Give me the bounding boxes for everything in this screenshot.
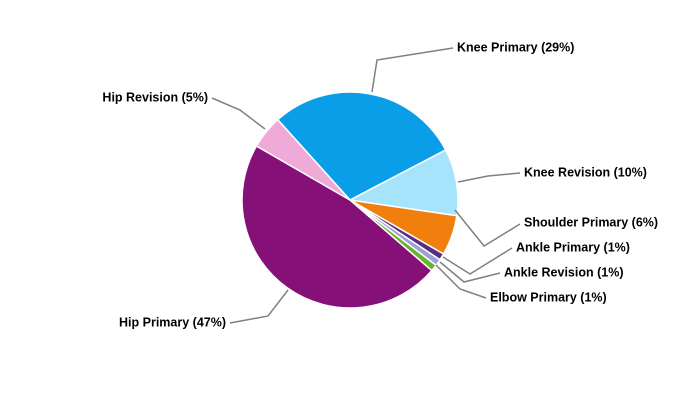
leader-line: [371, 47, 454, 93]
slice-label: Ankle Primary (1%): [516, 240, 630, 254]
pie-slice: [255, 118, 351, 201]
leader-line: [435, 264, 487, 299]
leader-line: [229, 289, 289, 324]
slice-label: Elbow Primary (1%): [490, 290, 607, 304]
pie-slice: [276, 91, 447, 201]
slice-label: Knee Revision (10%): [524, 165, 647, 179]
slice-label: Hip Primary (47%): [119, 315, 226, 329]
slice-label: Ankle Revision (1%): [504, 265, 623, 279]
slice-label: Knee Primary (29%): [457, 40, 574, 54]
leader-line: [454, 209, 521, 247]
slice-label: Hip Revision (5%): [102, 90, 208, 104]
leader-line: [442, 247, 513, 275]
pie-slice: [241, 144, 433, 309]
leader-line: [439, 261, 501, 283]
slice-label: Shoulder Primary (6%): [524, 215, 658, 229]
leader-line: [211, 97, 266, 130]
leader-line: [457, 172, 521, 183]
